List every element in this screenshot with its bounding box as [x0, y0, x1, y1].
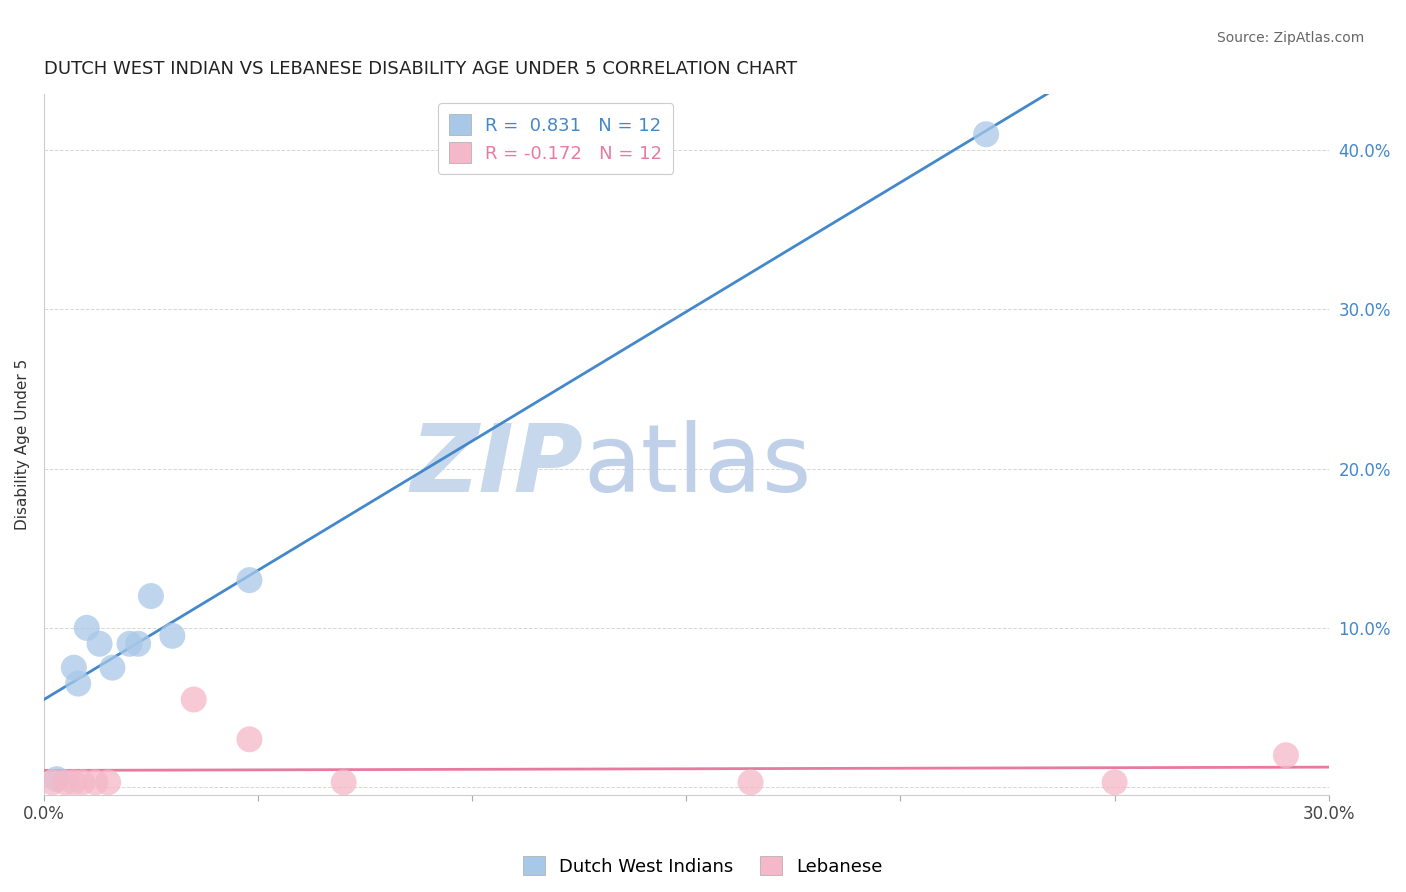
Point — [67, 676, 90, 690]
Legend: R =  0.831   N = 12, R = -0.172   N = 12: R = 0.831 N = 12, R = -0.172 N = 12 — [439, 103, 673, 174]
Point — [162, 629, 184, 643]
Point — [332, 775, 354, 789]
Point — [1275, 748, 1298, 763]
Point — [740, 775, 762, 789]
Point — [45, 772, 67, 786]
Point — [139, 589, 162, 603]
Y-axis label: Disability Age Under 5: Disability Age Under 5 — [15, 359, 30, 531]
Point — [97, 775, 120, 789]
Legend: Dutch West Indians, Lebanese: Dutch West Indians, Lebanese — [516, 849, 890, 883]
Point — [84, 775, 107, 789]
Text: DUTCH WEST INDIAN VS LEBANESE DISABILITY AGE UNDER 5 CORRELATION CHART: DUTCH WEST INDIAN VS LEBANESE DISABILITY… — [44, 60, 797, 78]
Point — [53, 775, 76, 789]
Point — [238, 573, 260, 587]
Point — [1104, 775, 1126, 789]
Text: atlas: atlas — [583, 420, 811, 512]
Point — [238, 732, 260, 747]
Point — [118, 637, 141, 651]
Point — [183, 692, 205, 706]
Point — [63, 661, 86, 675]
Point — [72, 775, 94, 789]
Text: ZIP: ZIP — [411, 420, 583, 512]
Point — [974, 127, 997, 141]
Point — [41, 775, 63, 789]
Point — [89, 637, 111, 651]
Point — [127, 637, 149, 651]
Point — [76, 621, 98, 635]
Point — [63, 775, 86, 789]
Point — [101, 661, 124, 675]
Text: Source: ZipAtlas.com: Source: ZipAtlas.com — [1216, 31, 1364, 45]
